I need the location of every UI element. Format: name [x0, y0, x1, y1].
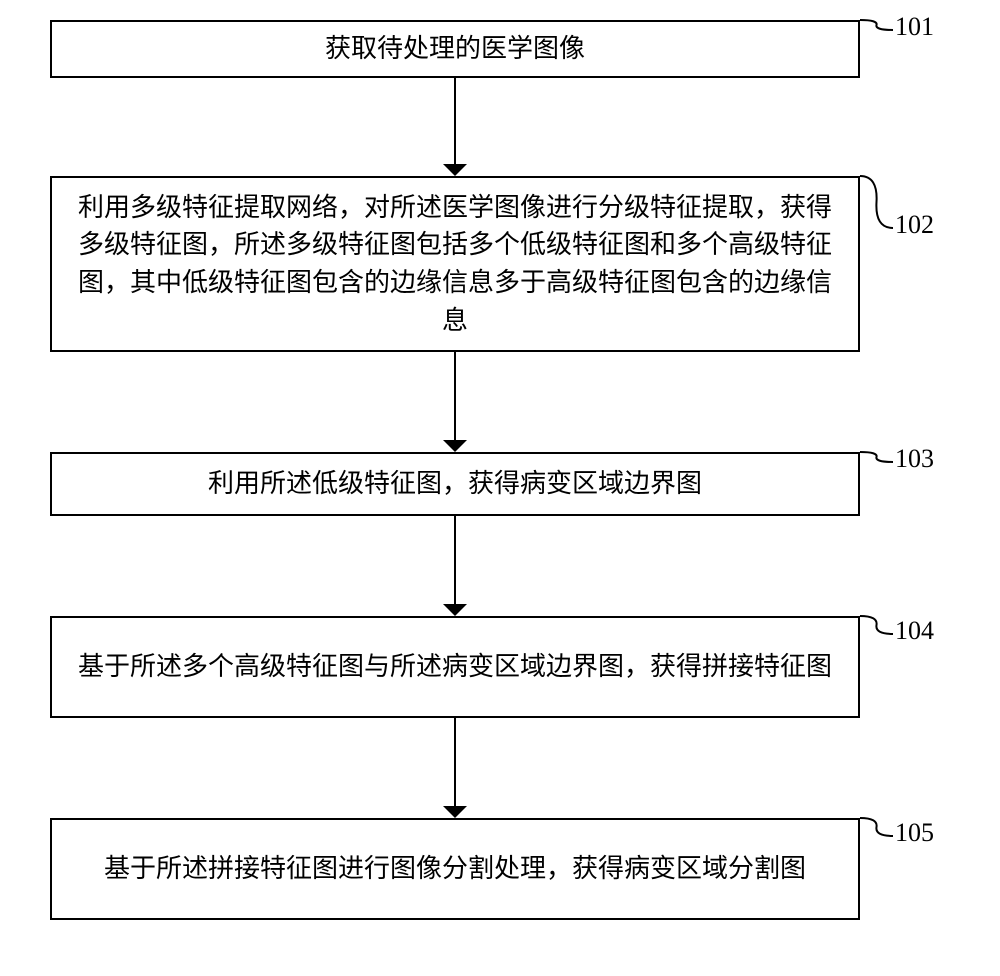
flow-node-n102: 利用多级特征提取网络，对所述医学图像进行分级特征提取，获得多级特征图，所述多级特… — [50, 176, 860, 352]
flow-node-text: 基于所述多个高级特征图与所述病变区域边界图，获得拼接特征图 — [78, 648, 832, 686]
arrow-head-icon — [443, 604, 467, 616]
step-label-105: 105 — [895, 818, 934, 848]
step-label-102: 102 — [895, 210, 934, 240]
arrow-line — [454, 516, 456, 604]
flow-node-n105: 基于所述拼接特征图进行图像分割处理，获得病变区域分割图 — [50, 818, 860, 920]
flow-node-n104: 基于所述多个高级特征图与所述病变区域边界图，获得拼接特征图 — [50, 616, 860, 718]
arrow-head-icon — [443, 806, 467, 818]
step-label-104: 104 — [895, 616, 934, 646]
flow-node-text: 利用多级特征提取网络，对所述医学图像进行分级特征提取，获得多级特征图，所述多级特… — [70, 189, 840, 340]
arrow-line — [454, 718, 456, 806]
step-label-101: 101 — [895, 12, 934, 42]
arrow-line — [454, 352, 456, 440]
flow-node-n101: 获取待处理的医学图像 — [50, 20, 860, 78]
arrow-head-icon — [443, 440, 467, 452]
flowchart-canvas: 获取待处理的医学图像 101 利用多级特征提取网络，对所述医学图像进行分级特征提取，… — [0, 0, 1000, 976]
flow-node-text: 基于所述拼接特征图进行图像分割处理，获得病变区域分割图 — [104, 850, 806, 888]
flow-node-text: 利用所述低级特征图，获得病变区域边界图 — [208, 465, 702, 503]
arrow-line — [454, 78, 456, 164]
flow-node-text: 获取待处理的医学图像 — [325, 30, 585, 68]
flow-node-n103: 利用所述低级特征图，获得病变区域边界图 — [50, 452, 860, 516]
step-label-103: 103 — [895, 444, 934, 474]
arrow-head-icon — [443, 164, 467, 176]
